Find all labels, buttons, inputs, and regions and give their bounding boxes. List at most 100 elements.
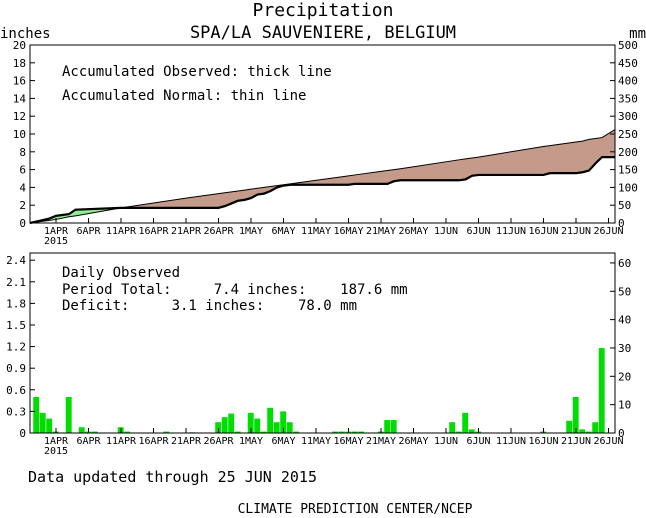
x-tick-label: 26JUN xyxy=(593,226,623,237)
left-y-tick-label: 0.6 xyxy=(6,384,26,397)
x-tick-label: 26APR xyxy=(203,436,234,447)
right-y-tick-label: 200 xyxy=(618,146,638,159)
difference-fill xyxy=(582,139,590,173)
x-tick-label: 11APR xyxy=(106,226,137,237)
daily-bar xyxy=(247,412,254,433)
x-tick-label: 6JUN xyxy=(466,436,490,447)
left-y-tick-label: 1.8 xyxy=(6,297,26,310)
right-y-tick-label: 0 xyxy=(618,217,625,230)
daily-bar xyxy=(286,422,293,433)
daily-bar xyxy=(351,431,358,433)
x-tick-label: 16APR xyxy=(138,436,169,447)
x-tick-label: 26APR xyxy=(203,226,234,237)
accumulated-normal-annotation: Accumulated Normal: thin line xyxy=(62,88,306,104)
data-updated-note: Data updated through 25 JUN 2015 xyxy=(28,468,317,486)
x-tick-label: 1APR xyxy=(44,436,69,447)
x-tick-label: 21APR xyxy=(171,436,202,447)
x-tick-label: 11APR xyxy=(106,436,137,447)
left-y-tick-label: 0.9 xyxy=(6,362,26,375)
right-y-tick-label: 0 xyxy=(618,427,625,440)
right-y-tick-label: 500 xyxy=(618,39,638,52)
accumulated-panel: 0246810121416182005010015020025030035040… xyxy=(13,39,638,247)
x-tick-label: 6MAY xyxy=(271,436,295,447)
difference-fill xyxy=(471,156,479,177)
left-y-tick-label: 16 xyxy=(13,75,26,88)
right-unit-label: mm xyxy=(629,26,646,42)
period-total-annotation: Period Total: 7.4 inches: 187.6 mm xyxy=(62,282,408,298)
right-y-tick-label: 250 xyxy=(618,128,638,141)
difference-fill xyxy=(543,145,551,176)
daily-bar xyxy=(280,411,287,433)
left-y-tick-label: 10 xyxy=(13,128,26,141)
x-tick-label: 1MAY xyxy=(239,226,263,237)
daily-bar xyxy=(384,420,391,433)
daily-bar xyxy=(338,431,345,433)
daily-bar xyxy=(585,431,592,433)
x-tick-label: 26MAY xyxy=(398,436,428,447)
daily-bar xyxy=(566,420,573,433)
daily-frame xyxy=(29,252,616,434)
x-tick-label: 16APR xyxy=(138,226,169,237)
right-y-tick-label: 10 xyxy=(618,399,631,412)
left-y-tick-label: 2.4 xyxy=(6,254,26,267)
x-tick-label: 1JUN xyxy=(434,436,458,447)
x-tick-label: 11MAY xyxy=(301,436,331,447)
daily-bar xyxy=(468,429,475,433)
left-y-tick-label: 1.2 xyxy=(6,341,26,354)
x-tick-label: 16MAY xyxy=(333,226,363,237)
x-tick-label: 21APR xyxy=(171,226,202,237)
daily-bar xyxy=(78,427,85,433)
daily-bar xyxy=(293,431,300,433)
right-y-tick-label: 150 xyxy=(618,164,638,177)
daily-bar xyxy=(273,422,280,433)
left-y-tick-label: 6 xyxy=(19,164,26,177)
x-tick-label: 21MAY xyxy=(366,226,396,237)
daily-panel: 0 0.3 0.6 0.9 1.2 1.5 1.8 2.1 2.4 0 10 20 30 40 50 60 1A… xyxy=(6,252,631,457)
daily-bar xyxy=(39,412,46,433)
x-tick-label: 11MAY xyxy=(301,226,331,237)
x-tick-label: 6MAY xyxy=(271,226,295,237)
daily-bar xyxy=(228,413,235,433)
left-y-tick-label: 4 xyxy=(19,181,26,194)
left-y-tick-label: 1.5 xyxy=(6,319,26,332)
x-tick-label: 1MAY xyxy=(239,436,263,447)
x-tick-label: 11JUN xyxy=(496,226,526,237)
right-y-tick-label: 300 xyxy=(618,110,638,123)
x-tick-label: 1JUN xyxy=(434,226,458,237)
deficit-annotation: Deficit: 3.1 inches: 78.0 mm xyxy=(62,298,357,314)
chart-subtitle: SPA/LA SAUVENIERE, BELGIUM xyxy=(190,23,456,43)
accumulated-plot-area xyxy=(29,129,616,225)
left-y-tick-label: 20 xyxy=(13,39,26,52)
difference-fill xyxy=(575,140,583,174)
observed-line xyxy=(29,156,615,225)
daily-bar xyxy=(260,431,267,433)
x-tick-label: 1APR xyxy=(44,226,69,237)
right-y-tick-label: 50 xyxy=(618,285,631,298)
daily-bar xyxy=(33,397,40,433)
daily-bar xyxy=(579,429,586,433)
accumulated-observed-annotation: Accumulated Observed: thick line xyxy=(62,64,332,80)
daily-bar xyxy=(124,431,131,433)
x-tick-label: 21JUN xyxy=(561,226,591,237)
x-year-label: 2015 xyxy=(44,236,68,247)
x-tick-label: 16MAY xyxy=(333,436,363,447)
x-year-label: 2015 xyxy=(44,446,68,457)
left-y-tick-label: 0.3 xyxy=(6,405,26,418)
right-y-tick-label: 450 xyxy=(618,57,638,70)
daily-bar xyxy=(221,417,228,433)
right-y-tick-label: 40 xyxy=(618,314,631,327)
left-y-tick-label: 12 xyxy=(13,110,26,123)
left-y-tick-label: 2.1 xyxy=(6,276,26,289)
right-y-tick-label: 60 xyxy=(618,257,631,270)
left-y-tick-label: 0 xyxy=(19,427,26,440)
right-y-tick-label: 400 xyxy=(618,75,638,88)
daily-bar xyxy=(598,348,605,433)
daily-bar xyxy=(332,431,339,433)
left-y-tick-label: 18 xyxy=(13,57,26,70)
left-y-tick-label: 14 xyxy=(13,92,27,105)
x-tick-label: 11JUN xyxy=(496,436,526,447)
right-y-tick-label: 30 xyxy=(618,342,631,355)
x-tick-label: 21MAY xyxy=(366,436,396,447)
daily-bar xyxy=(215,422,222,433)
